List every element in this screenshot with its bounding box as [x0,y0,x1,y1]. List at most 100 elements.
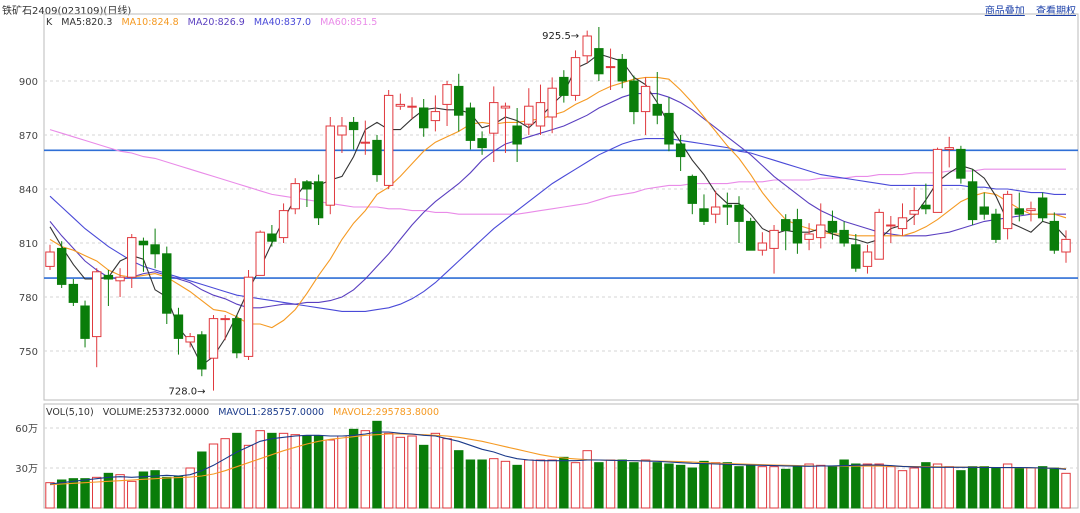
volume-bar [710,462,721,509]
overlay-link[interactable]: 商品叠加 [984,6,1025,17]
volume-bar [407,435,417,509]
candle [851,234,861,272]
candle [395,93,406,110]
price-tick-label: 870 [19,131,38,142]
candle [675,135,686,171]
candle [559,70,569,103]
candle [150,228,160,269]
candle-body [664,112,674,145]
candle-body [232,318,242,354]
volume-bar [500,460,511,509]
volume-bar [921,462,931,509]
price-tick-label: 750 [19,347,38,358]
candle-body [640,85,651,113]
volume-bar [92,476,102,509]
volume-bar [827,466,838,509]
volume-bar [547,459,557,509]
candle-body [337,125,347,136]
candle-body [722,204,733,208]
options-link[interactable]: 查看期权 [1036,6,1076,17]
candle-body [851,244,861,269]
candle [489,86,499,162]
candle [745,217,756,251]
candle [1026,201,1036,222]
candle-body [360,141,371,144]
candle-body [874,211,884,260]
volume-bar [967,466,978,509]
candle-body [827,220,838,233]
volume-bar [991,467,1001,509]
candle [407,97,417,119]
candle [138,237,149,272]
candle-body [489,102,499,134]
legend-ma60: MA60:851.5 [320,17,378,28]
candle-body [757,242,768,251]
volume-bar [45,482,55,509]
volume-bar [290,434,300,509]
volume-bar [489,458,499,509]
candle-body [138,240,149,246]
candle-body [956,148,966,179]
volume-bar [267,432,277,509]
candle [197,331,207,377]
candle [383,90,394,189]
candle [827,210,838,240]
candle [979,192,989,220]
candle [862,244,873,274]
candle-body [781,219,791,231]
candle [442,81,452,126]
candle-body [699,208,709,222]
volume-bar [477,459,487,509]
volume-bar [1002,463,1013,509]
candle-body [559,76,569,96]
candle [1049,212,1060,254]
legend-mavol2: MAVOL2:295783.8000 [333,407,440,418]
candle [220,315,230,341]
candle [932,147,943,213]
candle-body [652,103,662,116]
candle [792,208,803,254]
candle-body [629,80,639,113]
candle [500,102,511,153]
volume-bar [1014,467,1024,509]
candle-body [897,217,908,230]
candle-body [804,233,814,240]
volume-bar [103,472,114,509]
volume-tick-label: 30万 [15,464,38,475]
candle [173,307,184,355]
volume-bar [897,470,908,509]
candle [243,270,254,360]
candle [337,117,347,153]
candle-body [570,57,581,96]
candle [687,174,698,215]
candle-body [1002,193,1013,230]
volume-bar [232,432,242,509]
volume-bar [337,435,347,509]
candle [360,120,371,155]
volume-bar [792,466,803,509]
candle-body [313,181,324,219]
volume-bar [162,476,172,509]
volume-bar [757,466,768,509]
volume-bar [1049,467,1060,509]
candle-body [68,283,79,303]
volume-bar [699,460,709,509]
candle [267,225,277,247]
volume-bar [115,474,125,509]
volume-bar [465,459,476,509]
candle [512,108,522,162]
candle [477,131,487,155]
candle [839,221,849,247]
volume-bar [804,463,814,509]
candle [991,208,1001,243]
candle-body [220,318,230,321]
candle-body [418,107,429,129]
candle [956,145,966,184]
candle-body [675,143,686,158]
volume-bar [512,464,522,509]
volume-bar [302,435,312,509]
candle [80,300,90,348]
volume-bar [652,462,662,509]
candle-body [1037,197,1048,219]
